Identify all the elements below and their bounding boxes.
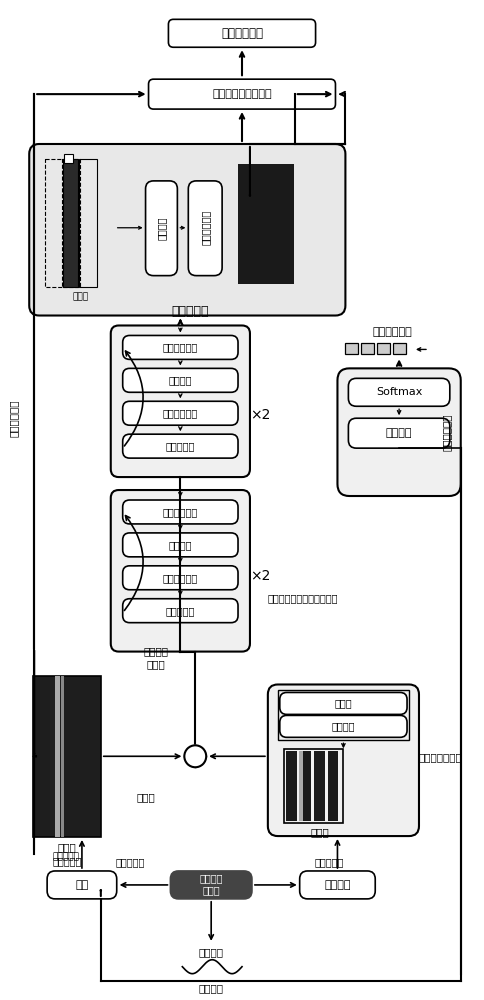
Text: 时间维度池化: 时间维度池化 [200, 210, 210, 245]
Bar [45, 159, 63, 287]
FancyBboxPatch shape [299, 871, 375, 899]
Text: 时间帧: 时间帧 [73, 292, 89, 301]
Text: 残差及归一化: 残差及归一化 [163, 408, 197, 418]
FancyBboxPatch shape [110, 490, 249, 652]
FancyBboxPatch shape [148, 79, 335, 109]
Text: 中间帧预测: 中间帧预测 [171, 305, 209, 318]
Bar [393, 343, 405, 354]
Text: Softmax: Softmax [375, 387, 422, 397]
FancyBboxPatch shape [188, 181, 222, 276]
Text: ×2: ×2 [249, 408, 270, 422]
Text: 异常检测结果: 异常检测结果 [221, 27, 262, 40]
Text: 前向网络: 前向网络 [168, 375, 192, 385]
FancyBboxPatch shape [348, 418, 449, 448]
Text: 相位信息: 相位信息 [323, 880, 350, 890]
Bar [279, 164, 293, 284]
FancyBboxPatch shape [122, 335, 238, 359]
FancyBboxPatch shape [122, 401, 238, 425]
Text: 前向网络: 前向网络 [156, 216, 166, 240]
Text: 设备信息: 设备信息 [198, 984, 223, 994]
FancyBboxPatch shape [145, 181, 177, 276]
Circle shape [184, 745, 206, 767]
Text: 声学重构误差: 声学重构误差 [8, 399, 18, 437]
Bar [313, 751, 324, 821]
Bar [377, 343, 389, 354]
Bar [285, 751, 296, 821]
Text: 前向网络: 前向网络 [168, 540, 192, 550]
Text: 时间帧: 时间帧 [136, 792, 154, 802]
Bar [55, 676, 60, 837]
FancyBboxPatch shape [47, 871, 117, 899]
Text: 线性相位编码器: 线性相位编码器 [418, 752, 462, 762]
Bar [298, 751, 302, 821]
Text: 声音信号: 声音信号 [198, 947, 223, 957]
Text: 多头注意力: 多头注意力 [166, 441, 195, 451]
Bar [62, 159, 80, 287]
FancyBboxPatch shape [170, 871, 251, 899]
Bar [61, 676, 64, 837]
Text: 高精度声
学特征: 高精度声 学特征 [143, 646, 167, 669]
Text: 梅尔谱转换: 梅尔谱转换 [52, 856, 81, 866]
FancyBboxPatch shape [337, 368, 460, 496]
FancyBboxPatch shape [279, 692, 406, 714]
Text: 中间帧移除: 中间帧移除 [314, 857, 344, 867]
Text: 中间帧移除: 中间帧移除 [116, 857, 145, 867]
Text: 加权异常分数判定器: 加权异常分数判定器 [212, 89, 271, 99]
Bar [361, 343, 374, 354]
FancyBboxPatch shape [29, 144, 345, 316]
Bar [33, 676, 101, 837]
FancyBboxPatch shape [168, 19, 315, 47]
FancyBboxPatch shape [122, 533, 238, 557]
Bar [79, 159, 97, 287]
Text: 短时傅里: 短时傅里 [199, 873, 223, 883]
Text: 梅尔谱: 梅尔谱 [58, 842, 76, 852]
Bar [64, 154, 73, 163]
Bar [238, 164, 251, 284]
Text: 多头注意力: 多头注意力 [166, 606, 195, 616]
FancyBboxPatch shape [122, 599, 238, 623]
Text: 梅尔谱转换: 梅尔谱转换 [52, 853, 79, 862]
Text: 频谱: 频谱 [75, 880, 89, 890]
Text: 设备信息辅助的声学建模器: 设备信息辅助的声学建模器 [267, 593, 338, 603]
Bar [251, 164, 265, 284]
FancyBboxPatch shape [267, 684, 418, 836]
Bar [265, 164, 279, 284]
Bar [283, 749, 343, 823]
Bar [277, 690, 408, 740]
FancyBboxPatch shape [122, 500, 238, 524]
Text: ×2: ×2 [249, 569, 270, 583]
Text: 线性变换: 线性变换 [331, 721, 354, 731]
Bar [63, 159, 78, 287]
Bar [345, 343, 358, 354]
FancyBboxPatch shape [110, 325, 249, 477]
Text: 前向网络: 前向网络 [385, 428, 411, 438]
FancyBboxPatch shape [122, 434, 238, 458]
Text: 残差及归一化: 残差及归一化 [163, 507, 197, 517]
FancyBboxPatch shape [348, 378, 449, 406]
FancyBboxPatch shape [122, 566, 238, 590]
Bar [299, 751, 310, 821]
Text: 设备信息向量: 设备信息向量 [372, 327, 411, 337]
Text: 残差及归一化: 残差及归一化 [163, 342, 197, 352]
FancyBboxPatch shape [122, 368, 238, 392]
Bar [327, 751, 338, 821]
Text: 归一化: 归一化 [334, 698, 351, 708]
Text: 残差及归一化: 残差及归一化 [163, 573, 197, 583]
Text: 时间帧: 时间帧 [310, 827, 328, 837]
Text: 设备信息建模: 设备信息建模 [441, 413, 451, 451]
FancyBboxPatch shape [279, 715, 406, 737]
Text: 叶变换: 叶变换 [202, 885, 220, 895]
